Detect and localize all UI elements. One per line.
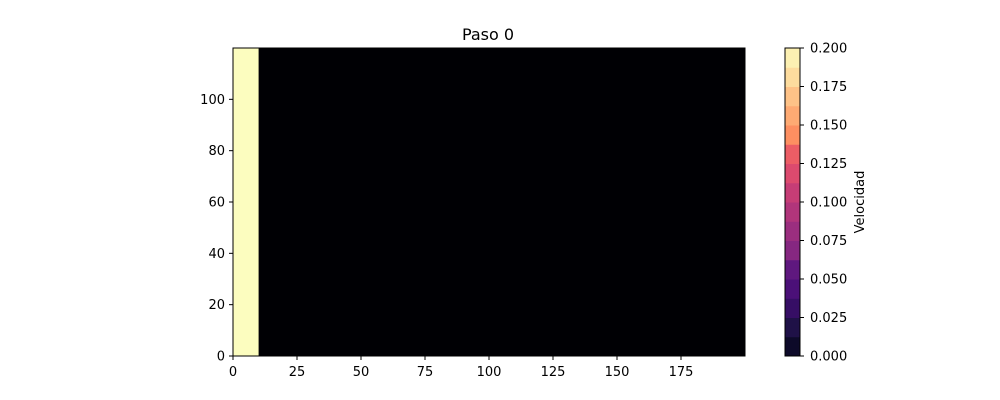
y-axis: 0 20 40 60 80 100 (200, 93, 233, 365)
colorbar-label: Velocidad (853, 171, 868, 234)
colorbar-band (785, 48, 800, 68)
y-tick-label: 20 (208, 298, 225, 313)
colorbar-band (785, 163, 800, 184)
x-tick-label: 50 (353, 365, 370, 380)
y-tick-label: 40 (208, 247, 225, 262)
colorbar-tick-label: 0.150 (810, 119, 847, 134)
colorbar-tick-label: 0.200 (810, 42, 847, 57)
colorbar-band (785, 298, 800, 318)
y-tick-label: 100 (200, 93, 225, 108)
x-tick-label: 25 (289, 365, 306, 380)
colorbar-band (785, 336, 800, 357)
colorbar-tick-label: 0.175 (810, 80, 847, 95)
x-tick-label: 175 (669, 365, 694, 380)
colorbar-band (785, 86, 800, 107)
colorbar-band (785, 202, 800, 222)
colorbar-band (785, 240, 800, 261)
heatmap-background (233, 48, 745, 356)
colorbar-ticks: 0.000 0.025 0.050 0.075 0.100 0.125 0.150 0.175… (800, 42, 847, 365)
colorbar-band (785, 221, 800, 241)
colorbar-band (785, 182, 800, 203)
colorbar: 0.000 0.025 0.050 0.075 0.100 0.125 0.150 0.175… (784, 42, 868, 365)
colorbar-tick-label: 0.050 (810, 273, 847, 288)
colorbar-band (785, 259, 800, 280)
colorbar-band (785, 317, 800, 338)
colorbar-tick-label: 0.100 (810, 196, 847, 211)
y-tick-label: 0 (217, 350, 225, 365)
heatmap-regions (233, 48, 259, 356)
colorbar-tick-label: 0.125 (810, 157, 847, 172)
colorbar-tick-label: 0.025 (810, 311, 847, 326)
colorbar-band (785, 279, 800, 299)
y-tick-label: 80 (208, 144, 225, 159)
plot-area (232, 47, 746, 357)
colorbar-band (785, 105, 800, 126)
x-tick-label: 125 (541, 365, 566, 380)
x-tick-label: 75 (417, 365, 434, 380)
x-axis: 0 25 50 75 100 125 150 175 (229, 356, 694, 380)
colorbar-band (785, 125, 800, 145)
x-tick-label: 150 (605, 365, 630, 380)
colorbar-tick-label: 0.000 (810, 350, 847, 365)
x-tick-label: 0 (229, 365, 237, 380)
colorbar-bands (785, 48, 800, 357)
colorbar-band (785, 67, 800, 87)
heatmap-region-0 (233, 48, 259, 356)
chart-title: Paso 0 (462, 25, 514, 44)
colorbar-tick-label: 0.075 (810, 234, 847, 249)
colorbar-band (785, 144, 800, 164)
y-tick-label: 60 (208, 196, 225, 211)
x-tick-label: 100 (477, 365, 502, 380)
